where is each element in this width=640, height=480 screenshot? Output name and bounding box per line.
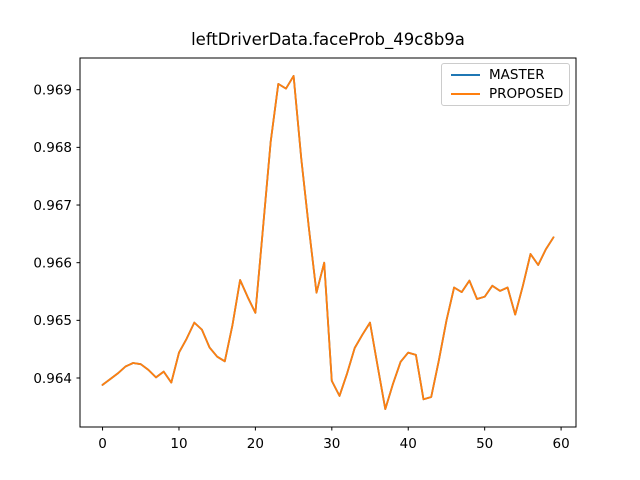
x-tick-label: 20 <box>247 436 264 452</box>
legend: MASTER PROPOSED <box>441 63 570 106</box>
x-tick-label: 60 <box>553 436 570 452</box>
chart-title: leftDriverData.faceProb_49c8b9a <box>191 30 465 49</box>
y-tick-label: 0.964 <box>33 371 72 387</box>
x-tick-label: 0 <box>98 436 107 452</box>
y-tick-label: 0.968 <box>33 140 72 156</box>
x-tick-label: 10 <box>170 436 187 452</box>
y-tick-label: 0.967 <box>33 198 72 214</box>
y-tick-label: 0.969 <box>33 83 72 99</box>
axes-spines <box>79 57 577 428</box>
legend-item-master: MASTER <box>442 66 569 85</box>
legend-label-master: MASTER <box>489 67 545 84</box>
y-tick-label: 0.965 <box>33 313 72 329</box>
proposed-line-sample-icon <box>451 92 480 95</box>
x-tick-label: 50 <box>476 436 493 452</box>
master-line-sample-icon <box>451 74 480 77</box>
x-tick-label: 30 <box>323 436 340 452</box>
y-tick-label: 0.966 <box>33 255 72 271</box>
x-tick-label: 40 <box>400 436 417 452</box>
legend-label-proposed: PROPOSED <box>489 85 564 102</box>
legend-item-proposed: PROPOSED <box>442 85 569 104</box>
series-line-proposed <box>101 75 555 411</box>
series-line-master <box>101 75 555 411</box>
